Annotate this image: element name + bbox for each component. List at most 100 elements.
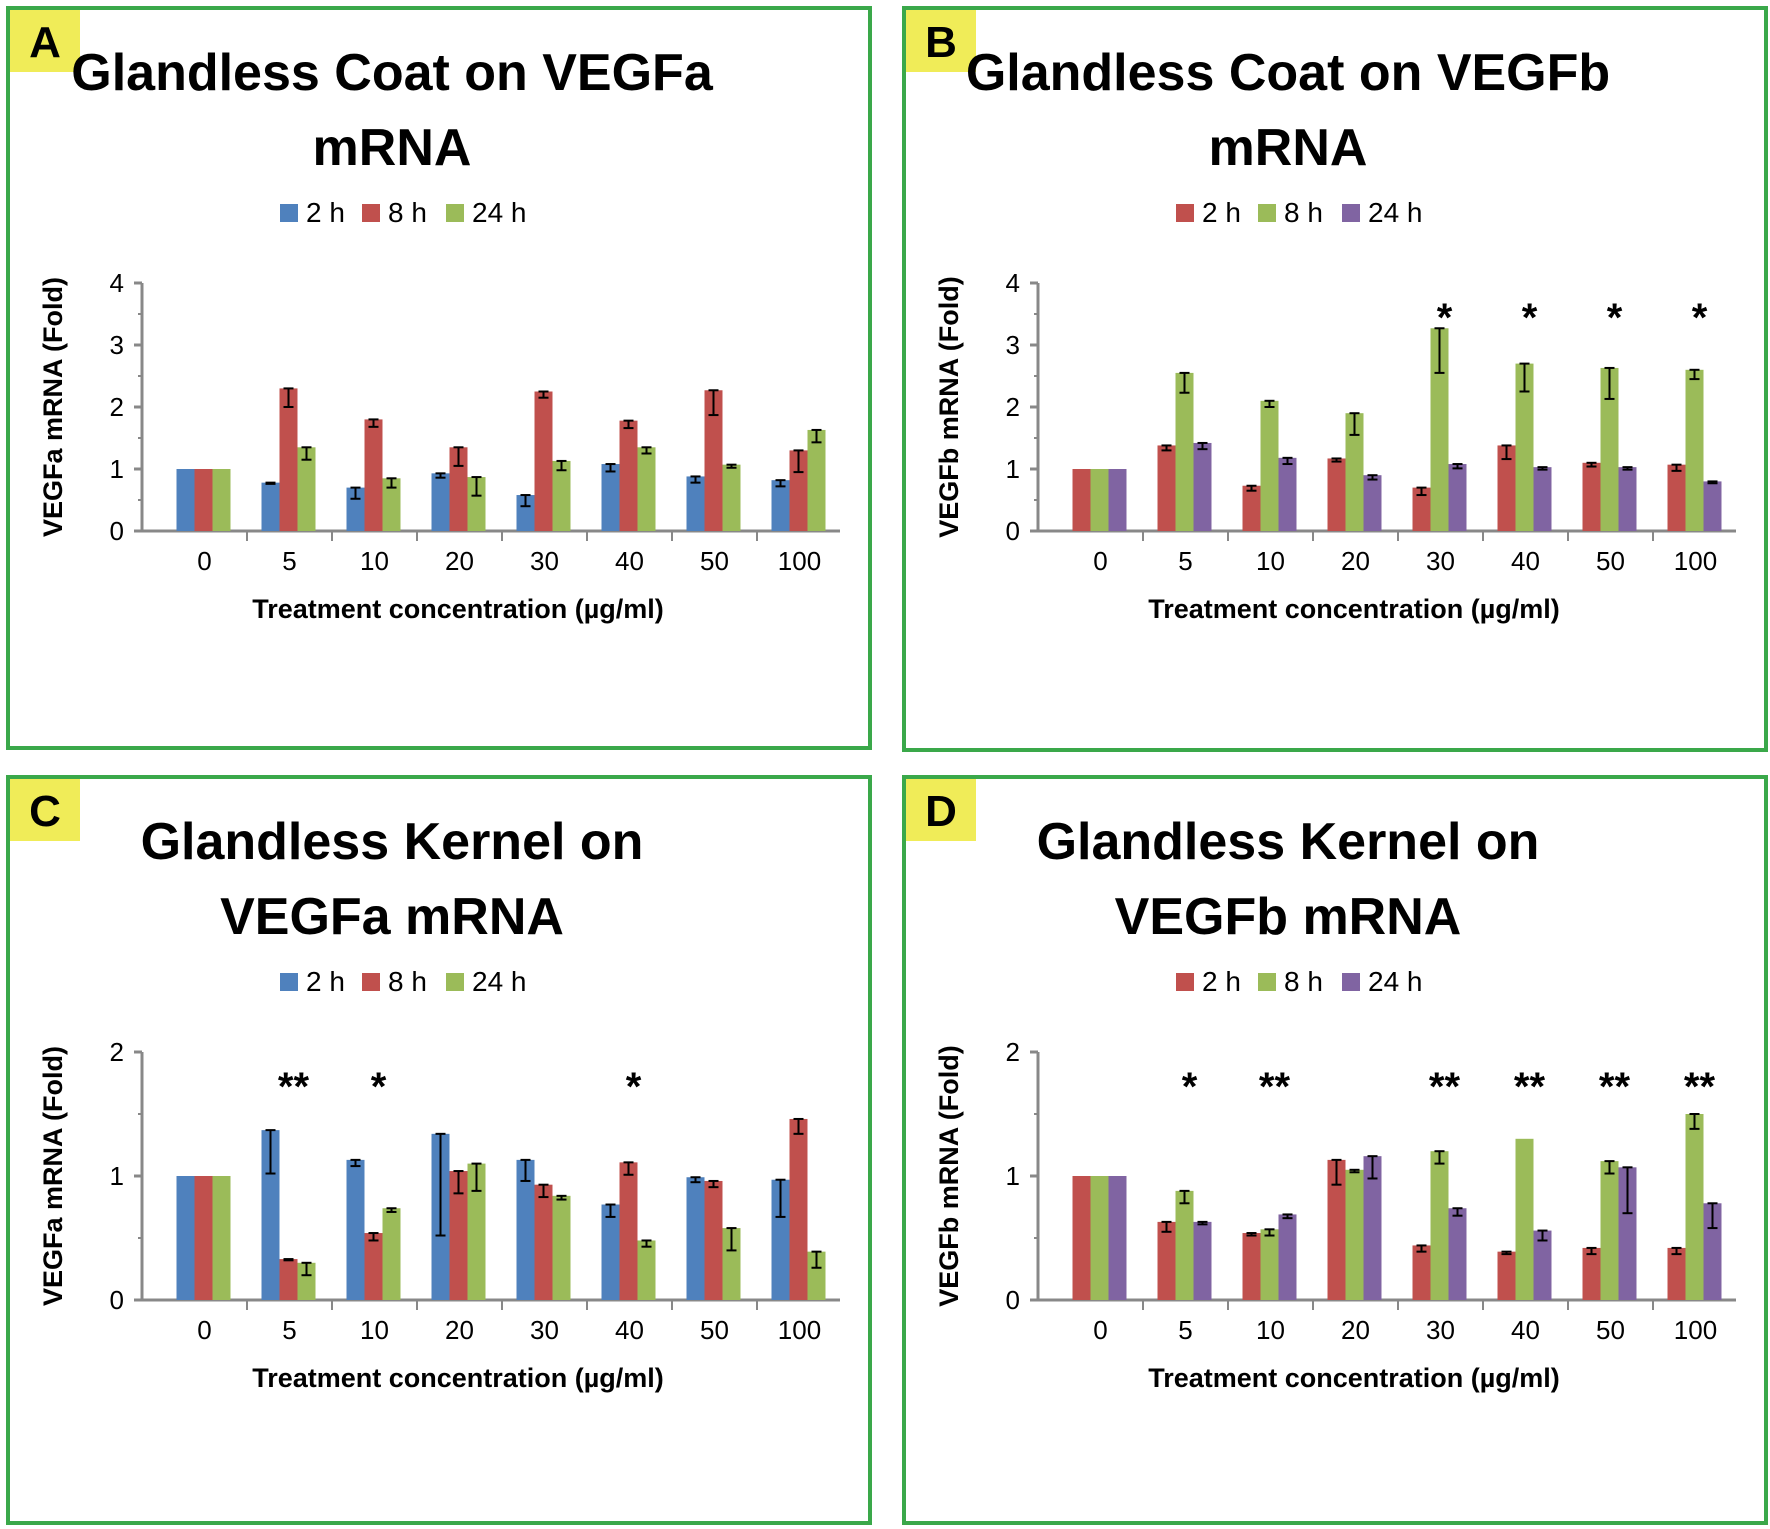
x-tick-label: 40 [615, 1315, 644, 1345]
bar [1685, 369, 1704, 531]
bar [261, 482, 280, 531]
y-axis-label: VEGFb mRNA (Fold) [934, 276, 964, 537]
bar [449, 1171, 468, 1300]
chart-svg: C Glandless Kernel on VEGFa mRNA 2 h 8 h 24 h… [10, 779, 840, 1393]
significance-marker: * [1692, 296, 1708, 340]
x-tick-label: 50 [700, 1315, 729, 1345]
bar [1260, 1229, 1279, 1300]
bar [1582, 462, 1601, 531]
chart-svg: D Glandless Kernel on VEGFb mRNA 2 h 8 h 24 h… [906, 779, 1736, 1393]
legend-swatch [1342, 204, 1360, 222]
legend-label: 8 h [388, 966, 427, 997]
bar [704, 390, 723, 531]
legend-label: 24 h [472, 197, 527, 228]
bar [1363, 475, 1382, 531]
bar [534, 1184, 553, 1300]
bar [1260, 400, 1279, 531]
x-tick-label: 20 [445, 546, 474, 576]
bar [1327, 458, 1346, 531]
x-tick-label: 20 [1341, 546, 1370, 576]
legend-swatch [280, 973, 298, 991]
x-tick-label: 30 [530, 1315, 559, 1345]
y-tick-label: 2 [110, 392, 124, 422]
x-tick-label: 5 [282, 546, 296, 576]
x-tick-label: 20 [445, 1315, 474, 1345]
bar [771, 480, 790, 531]
bar [1412, 487, 1431, 531]
bar [1345, 413, 1364, 531]
chart-title-line: Glandless Coat on VEGFb [966, 44, 1610, 102]
x-tick-label: 40 [615, 546, 644, 576]
x-tick-label: 100 [1674, 1315, 1717, 1345]
chart-panel-c: C Glandless Kernel on VEGFa mRNA 2 h 8 h 24 h… [6, 775, 872, 1525]
bar [1667, 1247, 1686, 1300]
significance-marker: ** [1514, 1065, 1546, 1109]
bar [722, 464, 741, 531]
bar [1667, 464, 1686, 531]
bar [1157, 445, 1176, 531]
y-axis-label: VEGFa mRNA (Fold) [38, 277, 68, 537]
legend-label: 2 h [306, 966, 345, 997]
bar [194, 469, 213, 531]
y-tick-label: 4 [110, 268, 124, 298]
chart-panel-b: B Glandless Coat on VEGFb mRNA 2 h 8 h 24 h 0 1… [902, 6, 1768, 752]
y-tick-label: 3 [1006, 330, 1020, 360]
bar [1242, 1233, 1261, 1300]
bar [1278, 1214, 1297, 1300]
x-tick-label: 0 [197, 1315, 211, 1345]
bar [619, 420, 638, 531]
x-tick-label: 10 [360, 546, 389, 576]
significance-marker: * [626, 1065, 642, 1109]
x-tick-label: 50 [1596, 546, 1625, 576]
legend-label: 2 h [306, 197, 345, 228]
bar [1430, 328, 1449, 531]
legend-swatch [1342, 973, 1360, 991]
bar [1582, 1247, 1601, 1300]
y-tick-label: 3 [110, 330, 124, 360]
x-axis-label: Treatment concentration (µg/ml) [252, 594, 664, 624]
legend-label: 8 h [388, 197, 427, 228]
bar [1685, 1114, 1704, 1300]
legend-swatch [1176, 973, 1194, 991]
significance-marker: ** [1429, 1065, 1461, 1109]
legend-label: 2 h [1202, 197, 1241, 228]
bar [176, 469, 195, 531]
bar [1090, 1176, 1109, 1300]
significance-marker: * [1182, 1065, 1198, 1109]
legend-label: 24 h [1368, 197, 1423, 228]
panel-label-box [10, 10, 80, 72]
bar [1363, 1156, 1382, 1300]
bar [1193, 442, 1212, 531]
x-tick-label: 50 [700, 546, 729, 576]
legend-label: 2 h [1202, 966, 1241, 997]
bar [1108, 1176, 1127, 1300]
chart-title-line: mRNA [1209, 119, 1368, 177]
bar [771, 1179, 790, 1300]
bar [297, 447, 316, 531]
bar [807, 429, 826, 531]
chart-title-line: Glandless Kernel on [1037, 813, 1540, 871]
bar [364, 1233, 383, 1300]
bar [704, 1180, 723, 1300]
bar [1533, 1230, 1552, 1300]
chart-title-line: Glandless Kernel on [141, 813, 644, 871]
chart-title-line: mRNA [313, 119, 472, 177]
bar [1072, 469, 1091, 531]
y-tick-label: 1 [110, 454, 124, 484]
bar [1515, 1138, 1534, 1300]
bar [1600, 1161, 1619, 1300]
panel-label: B [925, 18, 957, 67]
bar [212, 1176, 231, 1300]
legend-label: 24 h [1368, 966, 1423, 997]
x-tick-label: 40 [1511, 546, 1540, 576]
panel-label: A [29, 18, 61, 67]
y-tick-label: 4 [1006, 268, 1020, 298]
bar [382, 478, 401, 531]
legend-swatch [1176, 204, 1194, 222]
bar [1618, 1167, 1637, 1300]
y-tick-label: 1 [1006, 1161, 1020, 1191]
bar [382, 1208, 401, 1300]
y-tick-label: 2 [1006, 1037, 1020, 1067]
panel-label-box [906, 779, 976, 841]
significance-marker: * [1437, 296, 1453, 340]
